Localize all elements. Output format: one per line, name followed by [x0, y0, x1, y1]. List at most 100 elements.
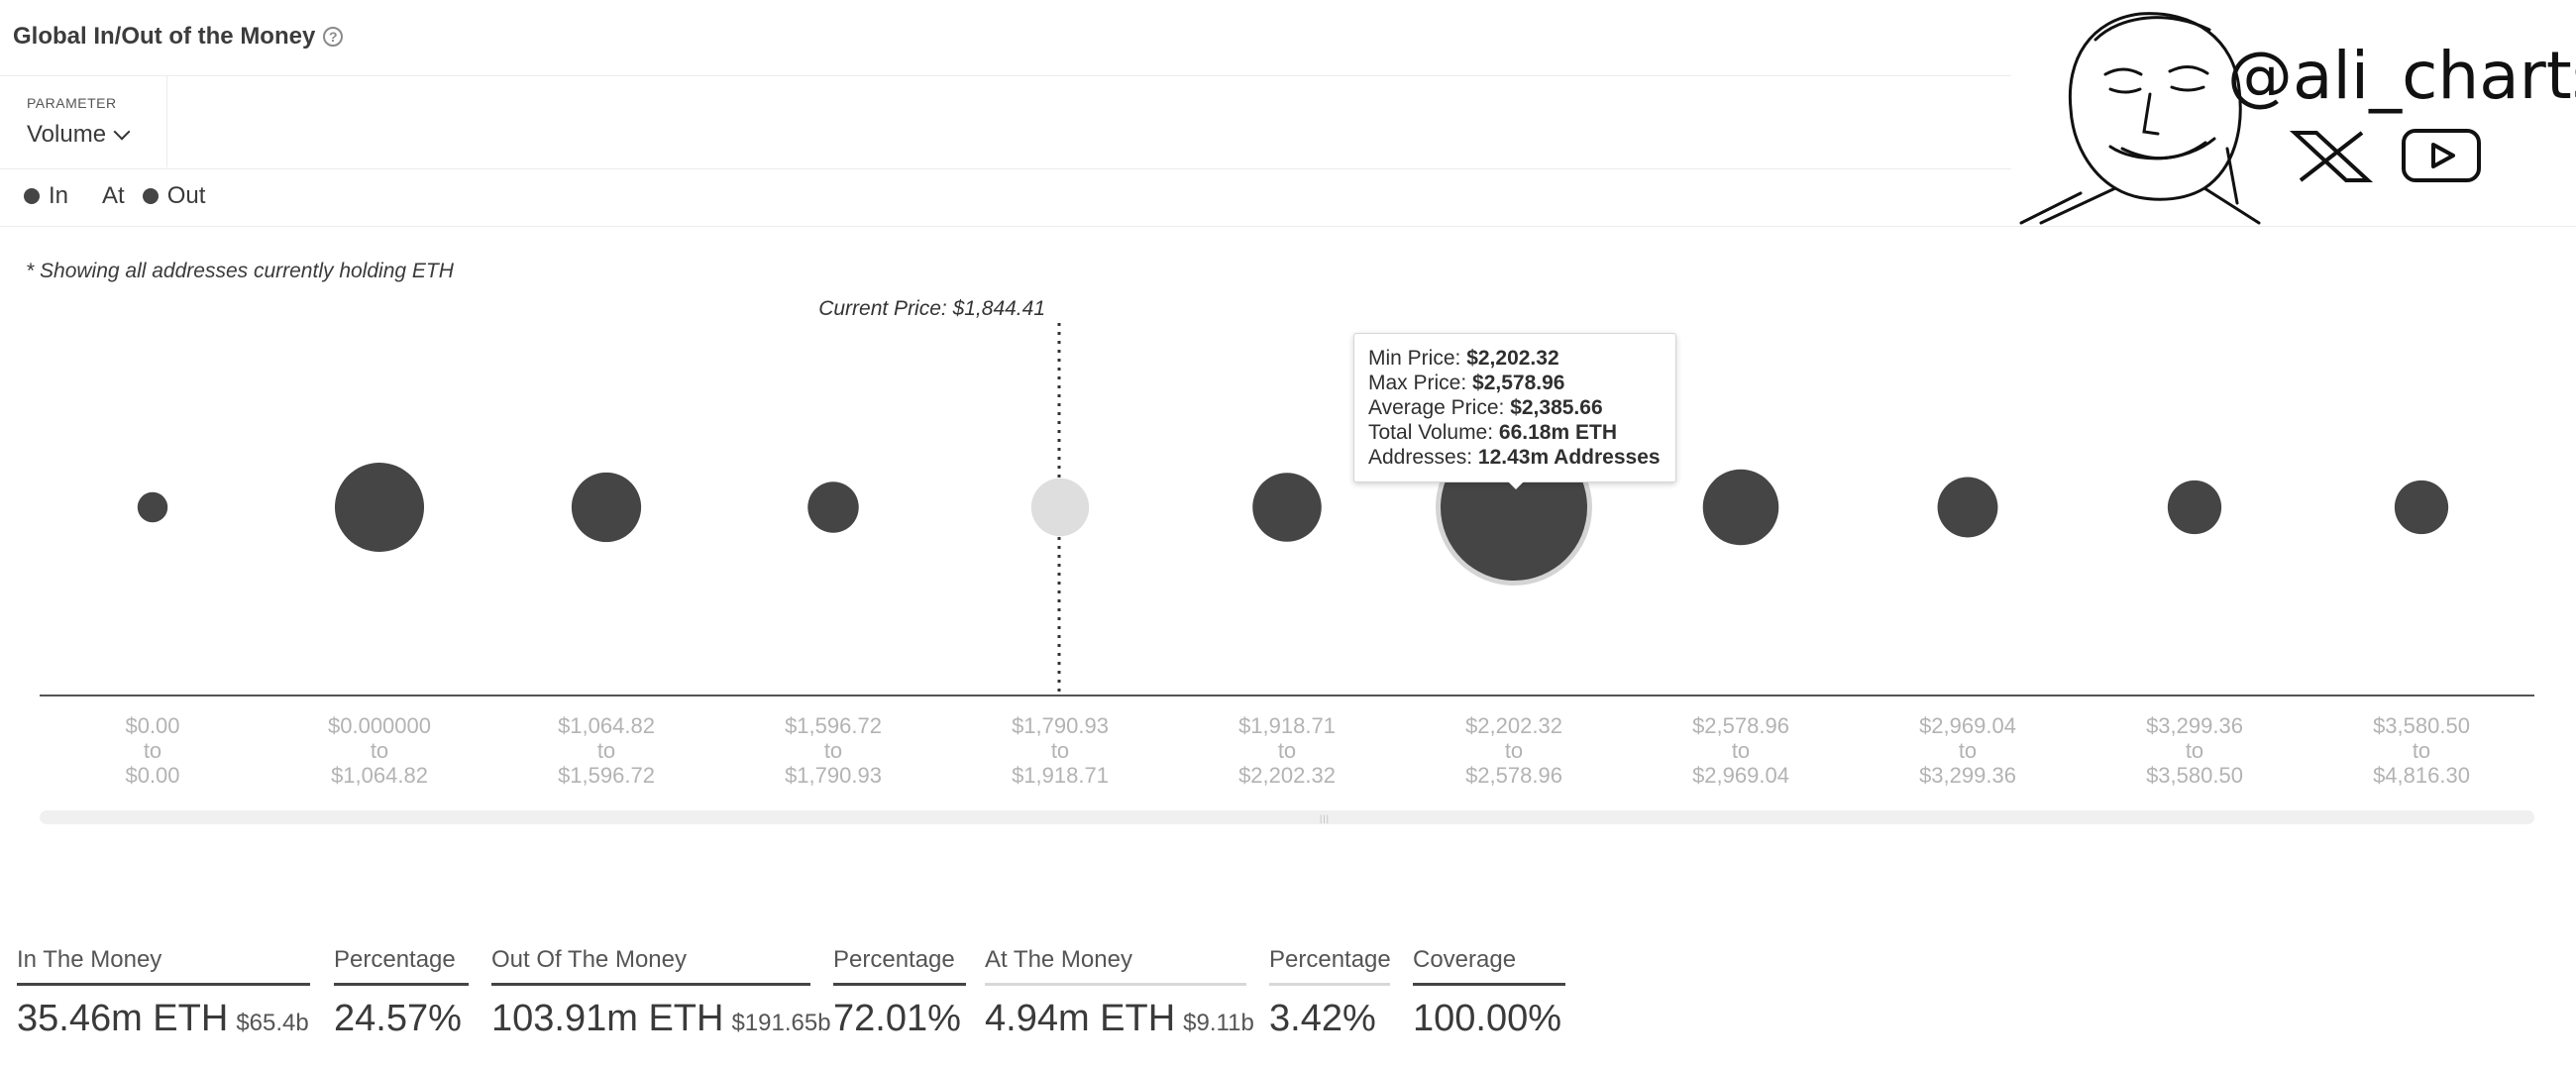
stat-in-the-money: In The Money 35.46m ETH $65.4b — [17, 946, 310, 1040]
stat-percentage-out: Percentage 72.01% — [833, 946, 966, 1040]
legend-label: In — [49, 182, 69, 209]
tick-label: $3,580.50 — [2373, 713, 2470, 738]
bubble-chart: Current Price: $1,844.41$0.00to$0.00$0.0… — [40, 297, 2534, 788]
stat-percentage-in: Percentage 24.57% — [334, 946, 469, 1040]
bubble-4 — [1030, 478, 1090, 537]
tooltip-average-price: Average Price: $2,385.66 — [1368, 396, 1603, 419]
tooltip-addresses: Addresses: 12.43m Addresses — [1368, 446, 1661, 469]
stat-label: Out Of The Money — [491, 946, 810, 986]
chevron-down-icon — [113, 123, 131, 141]
parameter-value: Volume — [27, 121, 107, 148]
divider — [0, 226, 2576, 227]
current-price-label: Current Price: $1,844.41 — [818, 297, 1045, 320]
stat-label: Percentage — [1269, 946, 1391, 986]
bubble-1 — [334, 462, 425, 553]
tick-label: $1,596.72 — [558, 763, 655, 788]
tick-label: $1,790.93 — [1012, 713, 1109, 738]
tick-label: to — [371, 738, 388, 763]
stat-value: 72.01% — [833, 998, 961, 1039]
stat-sub-value: $191.65b — [731, 1010, 831, 1036]
tick-label: to — [1959, 738, 1977, 763]
divider — [0, 75, 2011, 76]
stat-value: 24.57% — [334, 998, 462, 1039]
divider — [0, 168, 2011, 169]
tick-label: $0.00 — [125, 713, 179, 738]
tick-label: to — [597, 738, 615, 763]
tick-label: $2,578.96 — [1465, 763, 1562, 788]
tooltip-total-volume: Total Volume: 66.18m ETH — [1368, 421, 1617, 444]
tick-label: $3,580.50 — [2146, 763, 2243, 788]
parameter-select[interactable]: Volume — [27, 121, 131, 149]
bubble-10 — [2394, 480, 2449, 535]
tick-label: $2,969.04 — [1692, 763, 1789, 788]
tick-label: to — [2186, 738, 2203, 763]
stat-label: Percentage — [334, 946, 469, 986]
watermark — [2011, 0, 2576, 228]
x-logo-icon[interactable] — [2287, 127, 2376, 186]
tick-label: $2,202.32 — [1465, 713, 1562, 738]
youtube-icon[interactable] — [2400, 125, 2485, 186]
stat-out-of-the-money: Out Of The Money 103.91m ETH $191.65b — [491, 946, 831, 1040]
tick-label: $1,790.93 — [785, 763, 882, 788]
stat-percentage-at: Percentage 3.42% — [1269, 946, 1391, 1040]
tick-label: $2,202.32 — [1238, 763, 1336, 788]
tick-label: $1,064.82 — [558, 713, 655, 738]
tick-label: $2,578.96 — [1692, 713, 1789, 738]
scroll-grip-icon[interactable]: ||| — [1320, 813, 1331, 823]
tick-label: $3,299.36 — [1919, 763, 2016, 788]
bubble-8 — [1937, 477, 1998, 538]
legend-dot-icon — [142, 188, 159, 204]
tick-label: $1,918.71 — [1012, 763, 1109, 788]
legend-item-in[interactable]: In — [24, 182, 68, 210]
bubble-9 — [2167, 480, 2222, 535]
legend-label: Out — [166, 182, 206, 209]
tooltip-arrow — [1504, 478, 1528, 489]
tick-label: to — [1051, 738, 1069, 763]
chart-header: Global In/Out of the Money ? — [13, 20, 344, 54]
meme-face-icon — [2019, 12, 2261, 225]
tick-label: to — [824, 738, 842, 763]
bubble-5 — [1252, 473, 1322, 542]
legend-dot-icon — [24, 188, 40, 204]
chart-scrollbar[interactable]: ||| — [40, 810, 2534, 824]
stat-label: In The Money — [17, 946, 310, 986]
stat-sub-value: $9.11b — [1183, 1010, 1254, 1036]
legend-item-out[interactable]: Out — [142, 182, 206, 210]
divider — [166, 76, 167, 167]
legend: In At Out — [24, 182, 239, 210]
tick-label: to — [144, 738, 161, 763]
brand-handle: @ali_charts — [2227, 38, 2576, 114]
stat-value: 35.46m ETH $65.4b — [17, 998, 309, 1039]
tick-label: $0.000000 — [328, 713, 431, 738]
stat-sub-value: $65.4b — [236, 1010, 309, 1036]
tooltip-max-price: Max Price: $2,578.96 — [1368, 372, 1565, 394]
page-title: Global In/Out of the Money — [13, 23, 316, 50]
stat-value: 100.00% — [1413, 998, 1562, 1039]
stat-label: At The Money — [985, 946, 1246, 986]
tick-label: $1,596.72 — [785, 713, 882, 738]
tick-label: to — [1505, 738, 1523, 763]
parameter-label: PARAMETER — [27, 95, 117, 111]
tick-label: $4,816.30 — [2373, 763, 2470, 788]
legend-item-at[interactable]: At — [102, 182, 125, 210]
tick-label: $1,064.82 — [331, 763, 428, 788]
stat-label: Percentage — [833, 946, 966, 986]
chart-tooltip: Min Price: $2,202.32 Max Price: $2,578.9… — [1353, 333, 1676, 482]
bubble-2 — [571, 472, 642, 543]
tooltip-min-price: Min Price: $2,202.32 — [1368, 347, 1559, 370]
bubble-7 — [1702, 469, 1779, 546]
stat-at-the-money: At The Money 4.94m ETH $9.11b — [985, 946, 1254, 1040]
stat-coverage: Coverage 100.00% — [1413, 946, 1565, 1040]
stat-value: 3.42% — [1269, 998, 1376, 1039]
help-circle-icon[interactable]: ? — [323, 27, 344, 47]
bubble-3 — [807, 482, 859, 533]
bubble-0 — [137, 491, 168, 523]
tick-label: $1,918.71 — [1238, 713, 1336, 738]
tick-label: to — [1278, 738, 1296, 763]
tick-label: $0.00 — [125, 763, 179, 788]
stat-value: 103.91m ETH $191.65b — [491, 998, 831, 1039]
stat-value: 4.94m ETH $9.11b — [985, 998, 1254, 1039]
tick-label: $2,969.04 — [1919, 713, 2016, 738]
legend-label: At — [102, 182, 125, 209]
tick-label: $3,299.36 — [2146, 713, 2243, 738]
